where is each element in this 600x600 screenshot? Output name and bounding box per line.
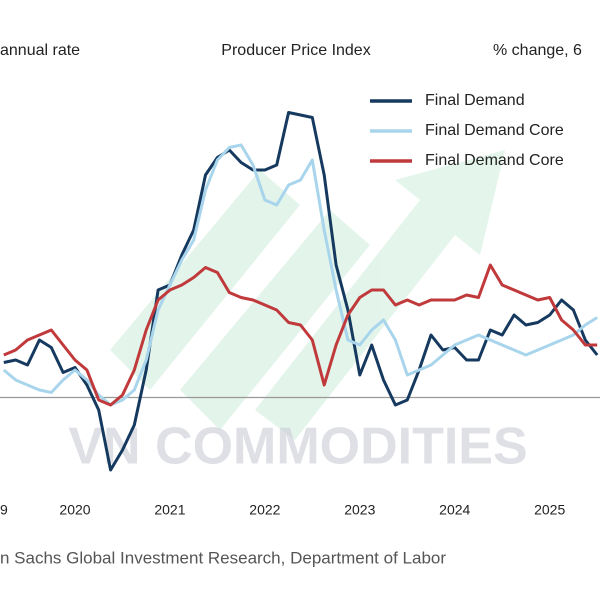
legend-label: Final Demand	[425, 92, 525, 109]
x-tick-label: 2021	[154, 502, 185, 518]
chart-title: Producer Price Index	[221, 42, 370, 59]
decor-stripe	[180, 210, 370, 430]
series-line	[3, 263, 598, 407]
series-line	[3, 111, 599, 472]
legend-label: Final Demand Core	[425, 152, 564, 169]
x-tick-label: 2020	[59, 502, 90, 518]
x-tick-label: 9	[0, 502, 8, 518]
source: n Sachs Global Investment Research, Depa…	[0, 548, 446, 567]
decor-arrow	[255, 150, 505, 440]
series-line	[2, 143, 598, 407]
subtitle-left: annual rate	[0, 42, 80, 59]
legend-label: Final Demand Core	[425, 122, 564, 139]
watermark: VN COMMODITIES	[68, 418, 527, 476]
decor-arrows	[110, 150, 505, 440]
decor-stripe	[110, 170, 300, 390]
x-tick-label: 2025	[534, 502, 565, 518]
x-tick-label: 2023	[344, 502, 375, 518]
x-tick-label: 2022	[249, 502, 280, 518]
subtitle-right: % change, 6	[493, 42, 582, 59]
x-tick-label: 2024	[439, 502, 470, 518]
